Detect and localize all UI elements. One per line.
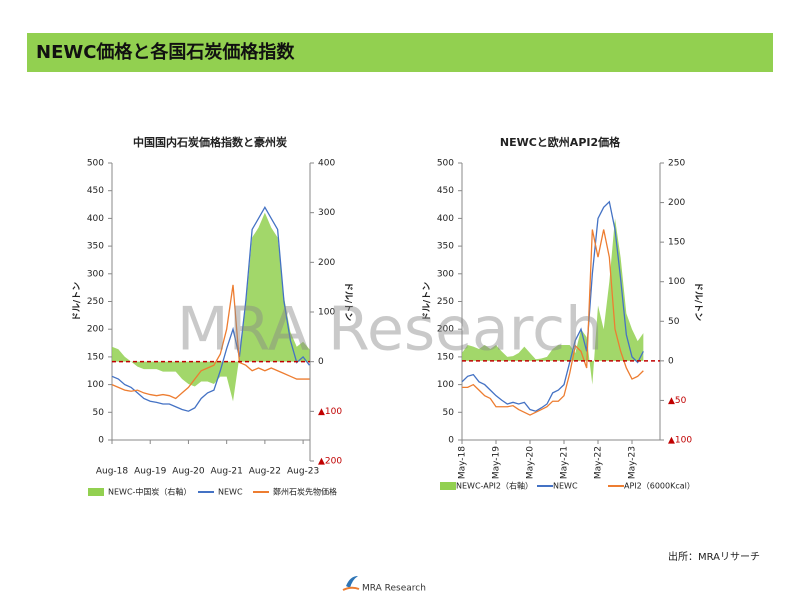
watermark: MRA Research <box>177 295 603 365</box>
y2-tick-label: 400 <box>318 159 335 169</box>
line-series <box>461 200 644 412</box>
x-tick-label: May-19 <box>492 446 502 479</box>
chart-title: NEWCと欧州API2価格 <box>500 135 621 149</box>
x-tick-label: Aug-20 <box>172 467 205 477</box>
y2-tick-label: ▲100 <box>318 407 342 417</box>
legend-swatch <box>88 488 104 496</box>
x-tick-label: Aug-18 <box>96 467 129 477</box>
logo: MRA Research <box>342 576 426 594</box>
logo-icon <box>346 576 358 588</box>
x-tick-label: May-21 <box>560 446 570 479</box>
legend-swatch <box>440 482 456 490</box>
y2-tick-label: 0 <box>668 356 674 366</box>
line-series <box>462 229 644 416</box>
charts: 中国国内石炭価格指数と豪州炭 0 50 100 150 200 250 300 350 400 45… <box>72 135 704 497</box>
y-tick-label: 500 <box>437 159 454 169</box>
x-tick-label: Aug-21 <box>211 467 243 477</box>
y2-tick-label: 200 <box>668 198 685 208</box>
legend-label: NEWC <box>553 482 578 491</box>
y-tick-label: 350 <box>437 242 454 252</box>
line-series <box>111 206 310 412</box>
x-tick-label: Aug-19 <box>134 467 167 477</box>
y-tick-label: 250 <box>87 297 104 307</box>
legend-label: API2（6000Kcal） <box>624 482 695 491</box>
slide-title: NEWC価格と各国石炭価格指数 <box>36 41 295 63</box>
y-tick-label: 300 <box>87 269 104 279</box>
x-tick-label: May-23 <box>628 446 638 479</box>
y-tick-label: 100 <box>437 380 454 390</box>
y2-tick-label: 0 <box>318 357 324 367</box>
y2-axis-label: ドル/トン <box>693 282 704 321</box>
area-series <box>462 218 644 385</box>
y2-tick-label: ▲200 <box>318 457 342 467</box>
logo-swoosh <box>342 586 360 591</box>
y-axis-label: ドル/トン <box>422 282 433 321</box>
y-axis-label: ドル/トン <box>72 282 83 321</box>
y-tick-label: 300 <box>437 269 454 279</box>
y-tick-label: 0 <box>448 436 454 446</box>
y2-tick-label: 200 <box>318 258 335 268</box>
legend-label: NEWC <box>218 488 243 497</box>
y-tick-label: 50 <box>93 408 105 418</box>
chart-title: 中国国内石炭価格指数と豪州炭 <box>133 135 287 149</box>
y-tick-label: 450 <box>437 186 454 196</box>
y2-tick-label: 100 <box>668 277 685 287</box>
y2-axis-label: ドル/トン <box>343 282 354 321</box>
legend-label: NEWC-中国炭（右軸） <box>108 487 191 497</box>
legend-label: NEWC-API2（右軸） <box>456 481 533 491</box>
legend-label: 鄭州石炭先物価格 <box>273 487 337 497</box>
area-series <box>112 212 310 402</box>
line-series <box>111 284 310 400</box>
y-tick-label: 0 <box>98 436 104 446</box>
y2-tick-label: 50 <box>668 317 680 327</box>
y2-tick-label: 150 <box>668 238 685 248</box>
x-tick-label: May-22 <box>594 446 604 479</box>
y-tick-label: 450 <box>87 186 104 196</box>
y-tick-label: 200 <box>437 325 454 335</box>
y-tick-label: 50 <box>443 408 455 418</box>
x-tick-label: May-20 <box>526 446 536 479</box>
y-tick-label: 150 <box>437 352 454 362</box>
x-tick-label: Aug-22 <box>249 467 281 477</box>
logo-text: MRA Research <box>362 584 426 594</box>
y-tick-label: 400 <box>87 214 104 224</box>
y-tick-label: 200 <box>87 325 104 335</box>
header-bar <box>27 33 773 72</box>
x-tick-label: May-18 <box>458 446 468 479</box>
y2-tick-label: ▲50 <box>668 396 687 406</box>
source-note: 出所：MRAリサーチ <box>668 550 760 563</box>
y-tick-label: 100 <box>87 380 104 390</box>
y2-tick-label: 250 <box>668 159 685 169</box>
y2-tick-label: 100 <box>318 308 335 318</box>
y-tick-label: 250 <box>437 297 454 307</box>
y-tick-label: 350 <box>87 242 104 252</box>
y2-tick-label: ▲100 <box>668 436 692 446</box>
y-tick-label: 400 <box>437 214 454 224</box>
y-tick-label: 150 <box>87 352 104 362</box>
y-tick-label: 500 <box>87 159 104 169</box>
y2-tick-label: 300 <box>318 208 335 218</box>
x-tick-label: Aug-23 <box>287 467 319 477</box>
